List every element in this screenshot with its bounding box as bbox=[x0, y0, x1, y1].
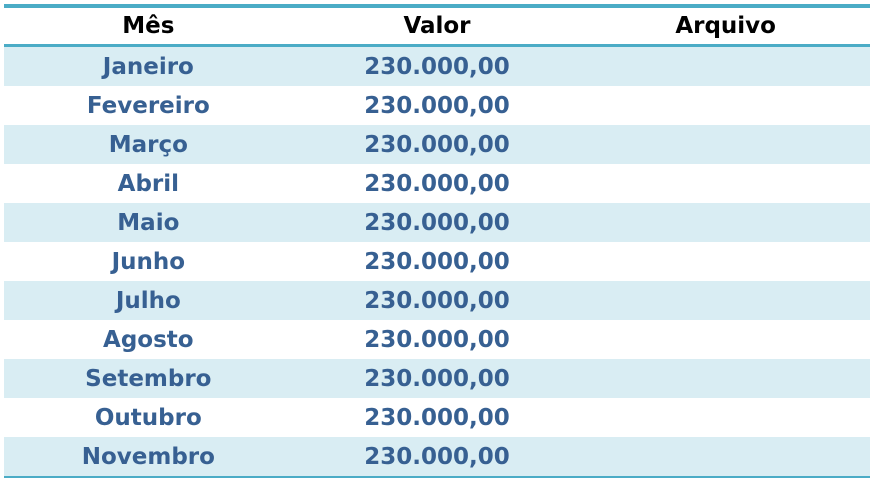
monthly-values-table: Mês Valor Arquivo Janeiro 230.000,00 Fev… bbox=[4, 4, 870, 478]
table-row: Julho 230.000,00 bbox=[4, 281, 870, 320]
cell-valor[interactable]: 230.000,00 bbox=[292, 45, 582, 86]
cell-valor[interactable]: 230.000,00 bbox=[292, 164, 582, 203]
cell-mes[interactable]: Junho bbox=[4, 242, 293, 281]
table-row: Setembro 230.000,00 bbox=[4, 359, 870, 398]
cell-arquivo[interactable] bbox=[581, 125, 870, 164]
column-header-valor: Valor bbox=[292, 6, 582, 47]
table-row: Março 230.000,00 bbox=[4, 125, 870, 164]
cell-arquivo[interactable] bbox=[581, 281, 870, 320]
table-row: Janeiro 230.000,00 bbox=[4, 45, 870, 86]
cell-mes[interactable]: Abril bbox=[4, 164, 293, 203]
cell-mes[interactable]: Maio bbox=[4, 203, 293, 242]
table-row: Fevereiro 230.000,00 bbox=[4, 86, 870, 125]
column-header-arquivo: Arquivo bbox=[581, 6, 870, 47]
cell-arquivo[interactable] bbox=[581, 398, 870, 437]
cell-arquivo[interactable] bbox=[581, 86, 870, 125]
cell-valor[interactable]: 230.000,00 bbox=[292, 125, 582, 164]
cell-mes[interactable]: Fevereiro bbox=[4, 86, 293, 125]
cell-mes[interactable]: Março bbox=[4, 125, 293, 164]
cell-arquivo[interactable] bbox=[581, 437, 870, 477]
table-row: Abril 230.000,00 bbox=[4, 164, 870, 203]
cell-mes[interactable]: Julho bbox=[4, 281, 293, 320]
table-row: Novembro 230.000,00 bbox=[4, 437, 870, 477]
table-row: Agosto 230.000,00 bbox=[4, 320, 870, 359]
cell-arquivo[interactable] bbox=[581, 203, 870, 242]
cell-valor[interactable]: 230.000,00 bbox=[292, 398, 582, 437]
cell-arquivo[interactable] bbox=[581, 242, 870, 281]
cell-mes[interactable]: Agosto bbox=[4, 320, 293, 359]
cell-valor[interactable]: 230.000,00 bbox=[292, 437, 582, 477]
cell-arquivo[interactable] bbox=[581, 320, 870, 359]
table-container: Mês Valor Arquivo Janeiro 230.000,00 Fev… bbox=[4, 4, 870, 478]
header-row: Mês Valor Arquivo bbox=[4, 6, 870, 47]
cell-arquivo[interactable] bbox=[581, 45, 870, 86]
column-header-mes: Mês bbox=[4, 6, 293, 47]
cell-arquivo[interactable] bbox=[581, 164, 870, 203]
cell-valor[interactable]: 230.000,00 bbox=[292, 203, 582, 242]
cell-mes[interactable]: Janeiro bbox=[4, 45, 293, 86]
table-row: Maio 230.000,00 bbox=[4, 203, 870, 242]
cell-mes[interactable]: Novembro bbox=[4, 437, 293, 477]
cell-valor[interactable]: 230.000,00 bbox=[292, 86, 582, 125]
cell-valor[interactable]: 230.000,00 bbox=[292, 320, 582, 359]
table-row: Junho 230.000,00 bbox=[4, 242, 870, 281]
cell-mes[interactable]: Outubro bbox=[4, 398, 293, 437]
cell-valor[interactable]: 230.000,00 bbox=[292, 281, 582, 320]
cell-mes[interactable]: Setembro bbox=[4, 359, 293, 398]
cell-valor[interactable]: 230.000,00 bbox=[292, 242, 582, 281]
table-body: Janeiro 230.000,00 Fevereiro 230.000,00 … bbox=[4, 45, 870, 477]
cell-arquivo[interactable] bbox=[581, 359, 870, 398]
table-header: Mês Valor Arquivo bbox=[4, 6, 870, 47]
table-row: Outubro 230.000,00 bbox=[4, 398, 870, 437]
cell-valor[interactable]: 230.000,00 bbox=[292, 359, 582, 398]
